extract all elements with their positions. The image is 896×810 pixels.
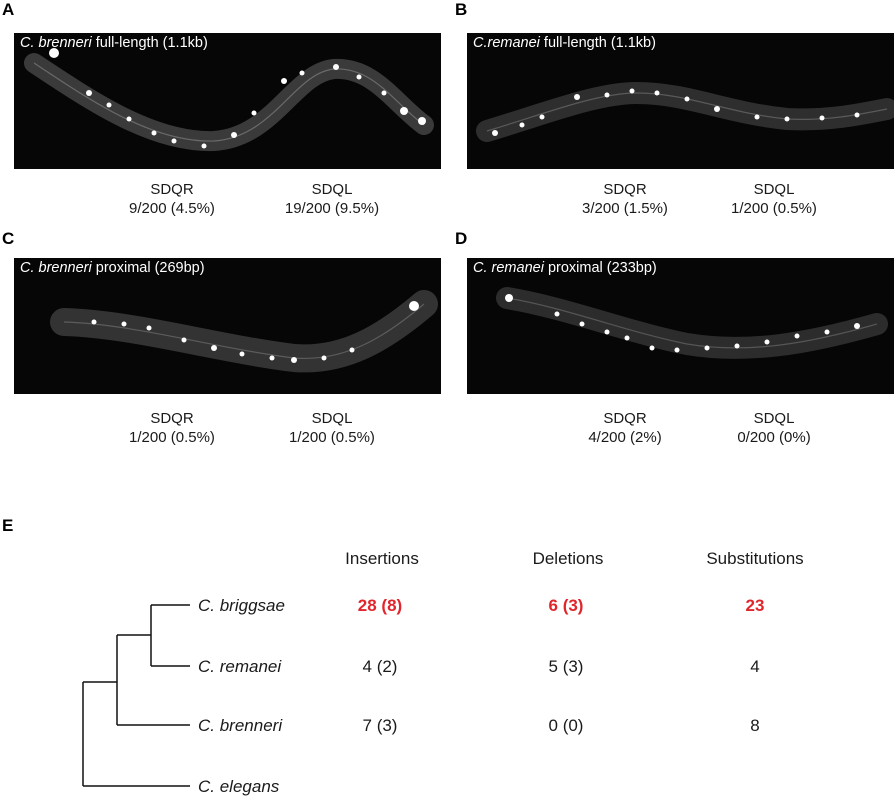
deletions-value: 5 (3) — [548, 657, 584, 676]
species-name: C.remanei — [473, 35, 540, 51]
construct-descriptor: proximal (269bp) — [95, 260, 205, 276]
panel-letter-a: A — [2, 0, 15, 19]
panel-letter-b: B — [455, 0, 468, 19]
species-label: C. brenneri — [198, 716, 283, 735]
neuron-name: SDQR — [603, 181, 647, 198]
substitutions-value: 8 — [750, 716, 760, 735]
species-name: C. brenneri — [20, 260, 92, 276]
panel-letter-c: C — [2, 229, 15, 248]
neuron-name: SDQL — [311, 181, 353, 198]
micrograph-c: C. brenneri proximal (269bp) — [14, 258, 441, 394]
neuron-name: SDQL — [753, 410, 795, 427]
worm-image-c — [50, 290, 438, 373]
construct-descriptor: proximal (233bp) — [547, 260, 657, 276]
construct-descriptor: full-length (1.1kb) — [543, 35, 656, 51]
column-header-substitutions: Substitutions — [706, 549, 804, 568]
count-sdql-c: SDQL 1/200 (0.5%) — [262, 409, 402, 447]
count-sdql-a: SDQL 19/200 (9.5%) — [262, 180, 402, 218]
neuron-name: SDQR — [603, 410, 647, 427]
construct-descriptor: full-length (1.1kb) — [95, 35, 208, 51]
insertions-value: 7 (3) — [362, 716, 398, 735]
micrograph-label-b: C.remanei full-length (1.1kb) — [473, 35, 656, 51]
worm-image-d — [496, 287, 888, 359]
neuron-value: 0/200 (0%) — [737, 429, 811, 446]
column-header-insertions: Insertions — [345, 549, 419, 568]
neuron-value: 1/200 (0.5%) — [289, 429, 375, 446]
micrograph-b: C.remanei full-length (1.1kb) — [467, 33, 894, 169]
substitutions-value: 23 — [745, 596, 765, 615]
neuron-name: SDQR — [150, 410, 194, 427]
panel-letter-d: D — [455, 229, 468, 248]
deletions-value: 6 (3) — [548, 596, 584, 615]
panel-letter-e: E — [2, 516, 14, 535]
neuron-name: SDQL — [753, 181, 795, 198]
neuron-value: 4/200 (2%) — [588, 429, 662, 446]
species-name: C. brenneri — [20, 35, 92, 51]
count-sdqr-b: SDQR 3/200 (1.5%) — [555, 180, 695, 218]
worm-image-a — [24, 48, 434, 152]
species-name: C. remanei — [473, 260, 544, 276]
worm-image-b — [476, 81, 894, 142]
count-sdql-b: SDQL 1/200 (0.5%) — [704, 180, 844, 218]
micrograph-a: C. brenneri full-length (1.1kb) — [14, 33, 441, 169]
species-label: C. briggsae — [198, 596, 285, 615]
neuron-value: 19/200 (9.5%) — [284, 200, 380, 217]
micrograph-label-c: C. brenneri proximal (269bp) — [20, 260, 205, 276]
count-sdqr-c: SDQR 1/200 (0.5%) — [102, 409, 242, 447]
phylogenetic-tree — [82, 604, 190, 787]
substitutions-value: 4 — [750, 657, 760, 676]
neuron-name: SDQR — [150, 181, 194, 198]
count-sdqr-a: SDQR 9/200 (4.5%) — [102, 180, 242, 218]
micrograph-d: C. remanei proximal (233bp) — [467, 258, 894, 394]
count-sdql-d: SDQL 0/200 (0%) — [704, 409, 844, 447]
insertions-value: 4 (2) — [362, 657, 398, 676]
neuron-value: 1/200 (0.5%) — [731, 200, 817, 217]
species-label: C. remanei — [198, 657, 282, 676]
micrograph-label-a: C. brenneri full-length (1.1kb) — [20, 35, 208, 51]
neuron-value: 3/200 (1.5%) — [582, 200, 668, 217]
neuron-name: SDQL — [311, 410, 353, 427]
species-label: C. elegans — [198, 777, 280, 796]
insertions-value: 28 (8) — [357, 596, 403, 615]
column-header-deletions: Deletions — [532, 549, 604, 568]
neuron-value: 1/200 (0.5%) — [129, 429, 215, 446]
deletions-value: 0 (0) — [548, 716, 584, 735]
neuron-value: 9/200 (4.5%) — [129, 200, 215, 217]
count-sdqr-d: SDQR 4/200 (2%) — [555, 409, 695, 447]
micrograph-label-d: C. remanei proximal (233bp) — [473, 260, 657, 276]
